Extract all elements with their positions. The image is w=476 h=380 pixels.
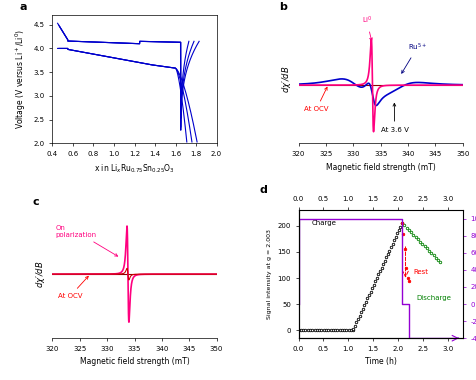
Text: a: a [20,2,27,12]
X-axis label: Time (h): Time (h) [364,358,396,366]
Text: Charge: Charge [311,220,336,226]
Text: Ru$^{5+}$: Ru$^{5+}$ [401,41,426,73]
X-axis label: x in Li$_x$Ru$_{0.75}$Sn$_{0.25}$O$_3$: x in Li$_x$Ru$_{0.75}$Sn$_{0.25}$O$_3$ [94,163,175,175]
Y-axis label: d$\chi$′/dB: d$\chi$′/dB [34,260,47,288]
Text: Rest: Rest [413,269,427,275]
Text: c: c [33,197,40,207]
Text: At 3.6 V: At 3.6 V [380,103,407,133]
X-axis label: Magnetic field strength (mT): Magnetic field strength (mT) [79,358,189,366]
X-axis label: Magnetic field strength (mT): Magnetic field strength (mT) [325,163,435,171]
Text: d: d [258,185,267,195]
Y-axis label: Voltage (V versus Li$^+$/Li$^0$): Voltage (V versus Li$^+$/Li$^0$) [14,29,28,129]
Text: Discharge: Discharge [416,295,451,301]
Y-axis label: Signal intensity at g = 2.003: Signal intensity at g = 2.003 [267,229,271,319]
Text: On
polarization: On polarization [55,225,118,256]
Text: At OCV: At OCV [58,276,88,299]
Text: Li$^0$: Li$^0$ [361,15,372,41]
Text: b: b [278,2,286,12]
Y-axis label: d$\chi$′/dB: d$\chi$′/dB [279,65,292,93]
Text: At OCV: At OCV [303,87,328,112]
